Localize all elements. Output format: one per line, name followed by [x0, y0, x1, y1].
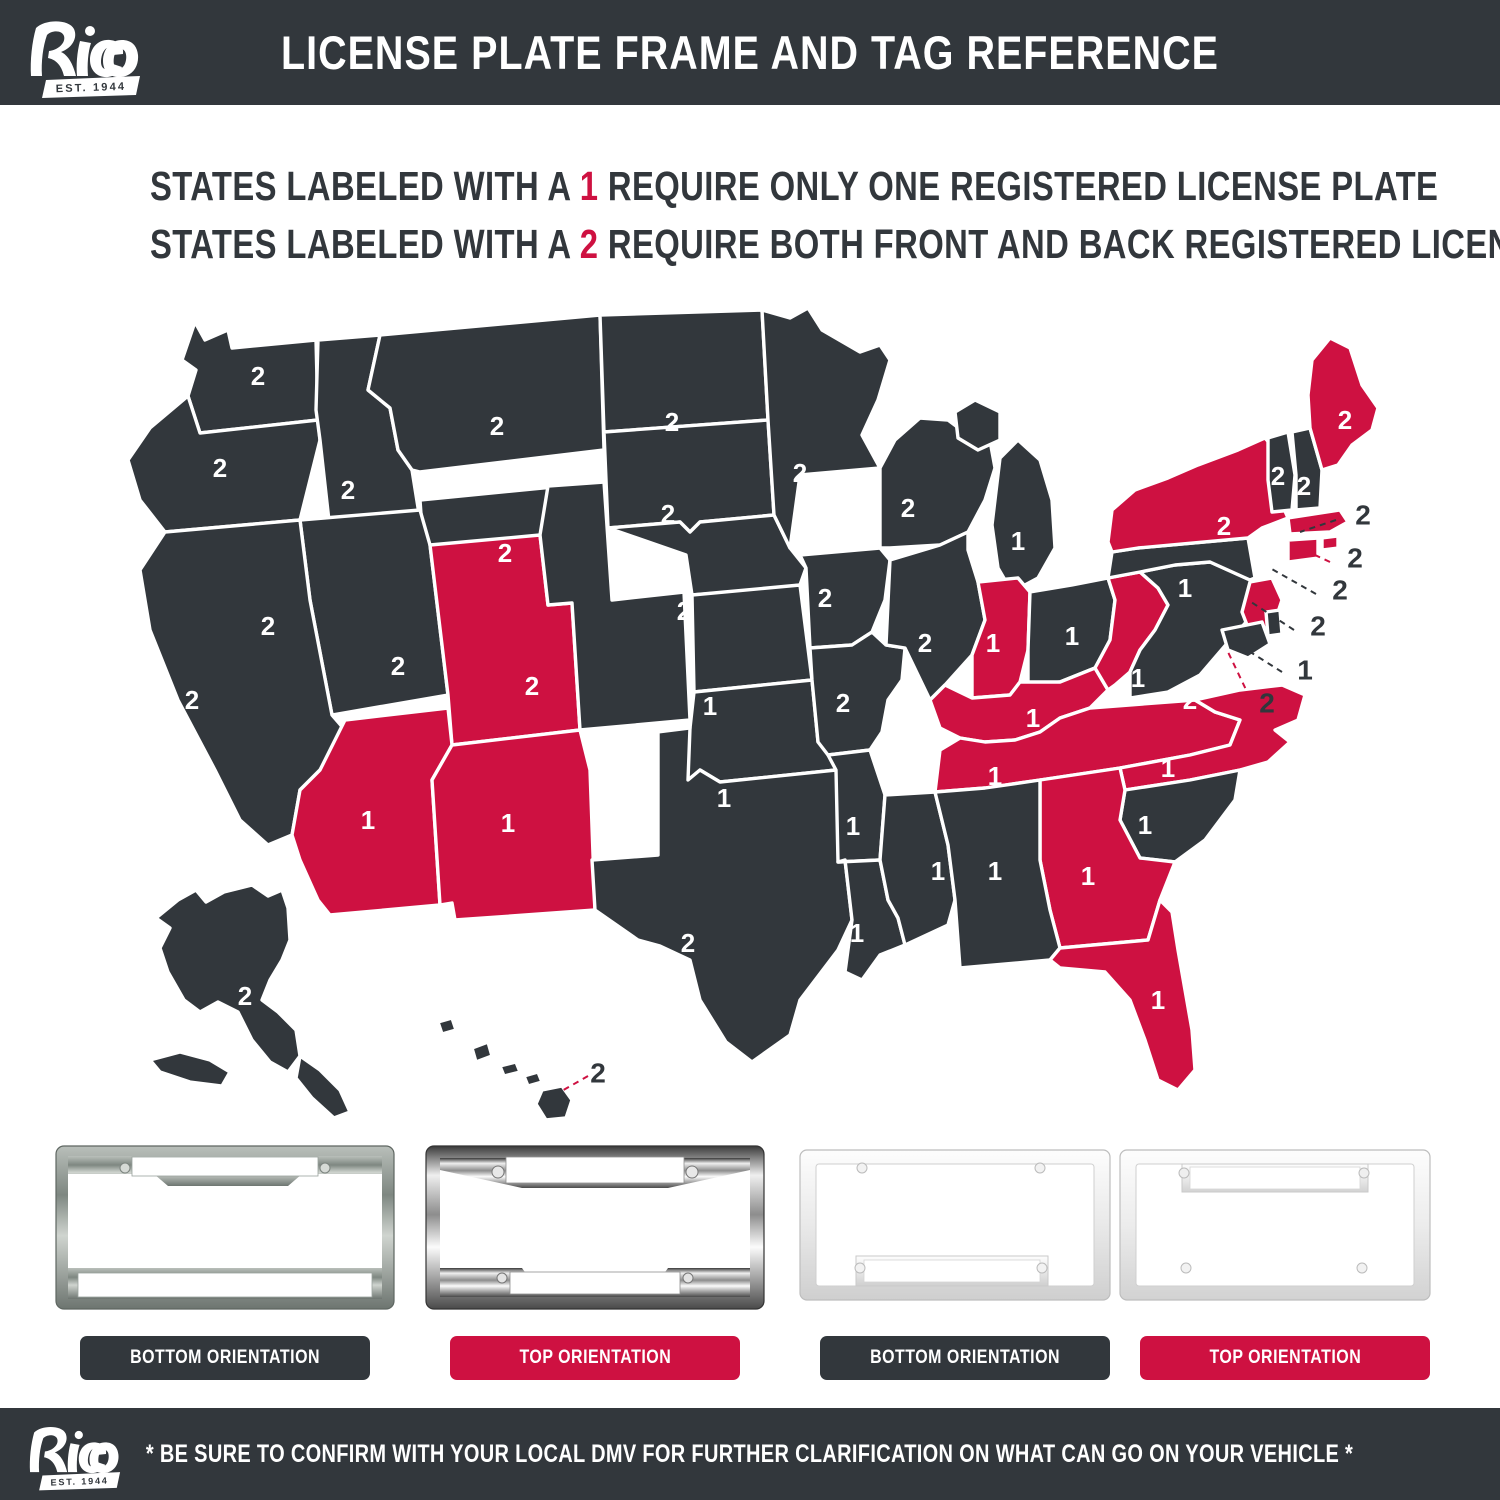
state-label-ny: 2: [1217, 511, 1231, 541]
license-plate-frame-chrome-top-icon: [425, 1145, 765, 1310]
footer-disclaimer: * BE SURE TO CONFIRM WITH YOUR LOCAL DMV…: [146, 1439, 1354, 1468]
frame-card-2[interactable]: TOP ORIENTATION: [420, 1140, 770, 1390]
callout-label-ri: 2: [1347, 542, 1363, 573]
state-label-nd: 2: [665, 407, 679, 437]
state-label-va: 2: [1183, 685, 1197, 715]
state-label-ky: 1: [1026, 703, 1040, 733]
state-label-az: 1: [361, 805, 375, 835]
frame-card-4[interactable]: TOP ORIENTATION: [1110, 1140, 1460, 1390]
state-label-fl: 1: [1151, 985, 1165, 1015]
state-label-mo: 2: [836, 688, 850, 718]
legend-line-two: STATES LABELED WITH A 2 REQUIRE BOTH FRO…: [150, 218, 1500, 270]
frame-3-orientation-label: BOTTOM ORIENTATION: [870, 1347, 1060, 1368]
rico-logo-icon: EST. 1944: [30, 21, 140, 98]
state-label-sc: 1: [1138, 810, 1152, 840]
state-label-oh: 1: [1065, 621, 1079, 651]
state-label-wv: 1: [1131, 663, 1145, 693]
state-label-or: 2: [213, 453, 227, 483]
callout-label-ct: 2: [1332, 574, 1348, 605]
rico-logo-footer-icon: EST. 1944: [29, 1427, 121, 1491]
state-label-ms: 1: [931, 856, 945, 886]
callout-label-md: 2: [1259, 687, 1275, 718]
state-label-ca: 2: [185, 685, 199, 715]
state-label-ar: 1: [846, 811, 860, 841]
page-title: LICENSE PLATE FRAME AND TAG REFERENCE: [280, 26, 1220, 79]
state-label-mn: 2: [793, 458, 807, 488]
frame-card-3[interactable]: BOTTOM ORIENTATION: [790, 1140, 1140, 1390]
license-plate-frames-row: BOTTOM ORIENTATION: [0, 1140, 1500, 1390]
state-label-la: 1: [850, 918, 864, 948]
legend-line-one-number: 1: [579, 163, 599, 209]
state-label-nh: 2: [1297, 471, 1311, 501]
callout-label-de: 1: [1297, 654, 1313, 685]
state-label-pa: 1: [1178, 573, 1192, 603]
frame-2-orientation-pill: TOP ORIENTATION: [450, 1336, 740, 1380]
state-label-vt: 2: [1271, 461, 1285, 491]
state-label-ga: 1: [1081, 861, 1095, 891]
state-label-ok: 1: [717, 783, 731, 813]
frame-4-orientation-label: TOP ORIENTATION: [1209, 1347, 1361, 1368]
state-label-id: 2: [341, 475, 355, 505]
state-label-ak: 2: [238, 981, 252, 1011]
frame-4-orientation-pill: TOP ORIENTATION: [1140, 1336, 1430, 1380]
svg-text:EST. 1944: EST. 1944: [50, 1476, 109, 1488]
state-label-mi: 1: [1011, 526, 1025, 556]
callout-label-ma: 2: [1355, 499, 1371, 530]
legend-line-two-number: 2: [579, 221, 599, 267]
state-label-wy: 2: [498, 538, 512, 568]
svg-text:EST. 1944: EST. 1944: [56, 81, 127, 95]
frame-1-orientation-label: BOTTOM ORIENTATION: [130, 1347, 320, 1368]
state-label-tn: 1: [988, 761, 1002, 791]
frame-card-1[interactable]: BOTTOM ORIENTATION: [50, 1140, 400, 1390]
frame-2-orientation-label: TOP ORIENTATION: [519, 1347, 671, 1368]
rico-logo-footer: EST. 1944: [18, 1416, 128, 1492]
state-label-ia: 2: [818, 583, 832, 613]
header-bar: EST. 1944 LICENSE PLATE FRAME AND TAG RE…: [0, 0, 1500, 105]
state-label-tx: 2: [681, 928, 695, 958]
license-plate-frame-white-bottom-icon: [799, 1149, 1111, 1301]
legend-description: STATES LABELED WITH A 1 REQUIRE ONLY ONE…: [0, 160, 1500, 270]
footer-bar: EST. 1944 * BE SURE TO CONFIRM WITH YOUR…: [0, 1408, 1500, 1500]
state-label-mt: 2: [490, 411, 504, 441]
legend-line-one: STATES LABELED WITH A 1 REQUIRE ONLY ONE…: [150, 160, 1438, 212]
callout-label-hi: 2: [590, 1057, 606, 1088]
state-label-wi: 2: [901, 493, 915, 523]
state-label-il: 2: [918, 628, 932, 658]
legend-line-two-pre: STATES LABELED WITH A: [150, 221, 580, 267]
license-plate-frame-white-top-icon: [1119, 1149, 1431, 1301]
state-label-in: 1: [986, 628, 1000, 658]
state-label-al: 1: [988, 856, 1002, 886]
rico-logo: EST. 1944: [18, 8, 148, 100]
state-label-wa: 2: [251, 361, 265, 391]
license-plate-frame-steel-bottom-icon: [55, 1145, 395, 1310]
state-label-nm: 1: [501, 808, 515, 838]
frame-3-orientation-pill: BOTTOM ORIENTATION: [820, 1336, 1110, 1380]
legend-line-two-post: REQUIRE BOTH FRONT AND BACK REGISTERED L…: [607, 221, 1500, 267]
legend-line-one-pre: STATES LABELED WITH A: [150, 163, 580, 209]
state-label-nv: 2: [261, 611, 275, 641]
state-label-ks: 1: [703, 691, 717, 721]
state-label-sd: 2: [661, 499, 675, 529]
state-label-ut: 2: [391, 651, 405, 681]
state-label-me: 2: [1338, 405, 1352, 435]
state-label-nc: 1: [1161, 753, 1175, 783]
frame-1-orientation-pill: BOTTOM ORIENTATION: [80, 1336, 370, 1380]
legend-line-one-post: REQUIRE ONLY ONE REGISTERED LICENSE PLAT…: [598, 163, 1439, 209]
state-label-ne: 2: [677, 596, 691, 626]
callout-label-nj: 2: [1310, 610, 1326, 641]
state-label-co: 2: [525, 671, 539, 701]
